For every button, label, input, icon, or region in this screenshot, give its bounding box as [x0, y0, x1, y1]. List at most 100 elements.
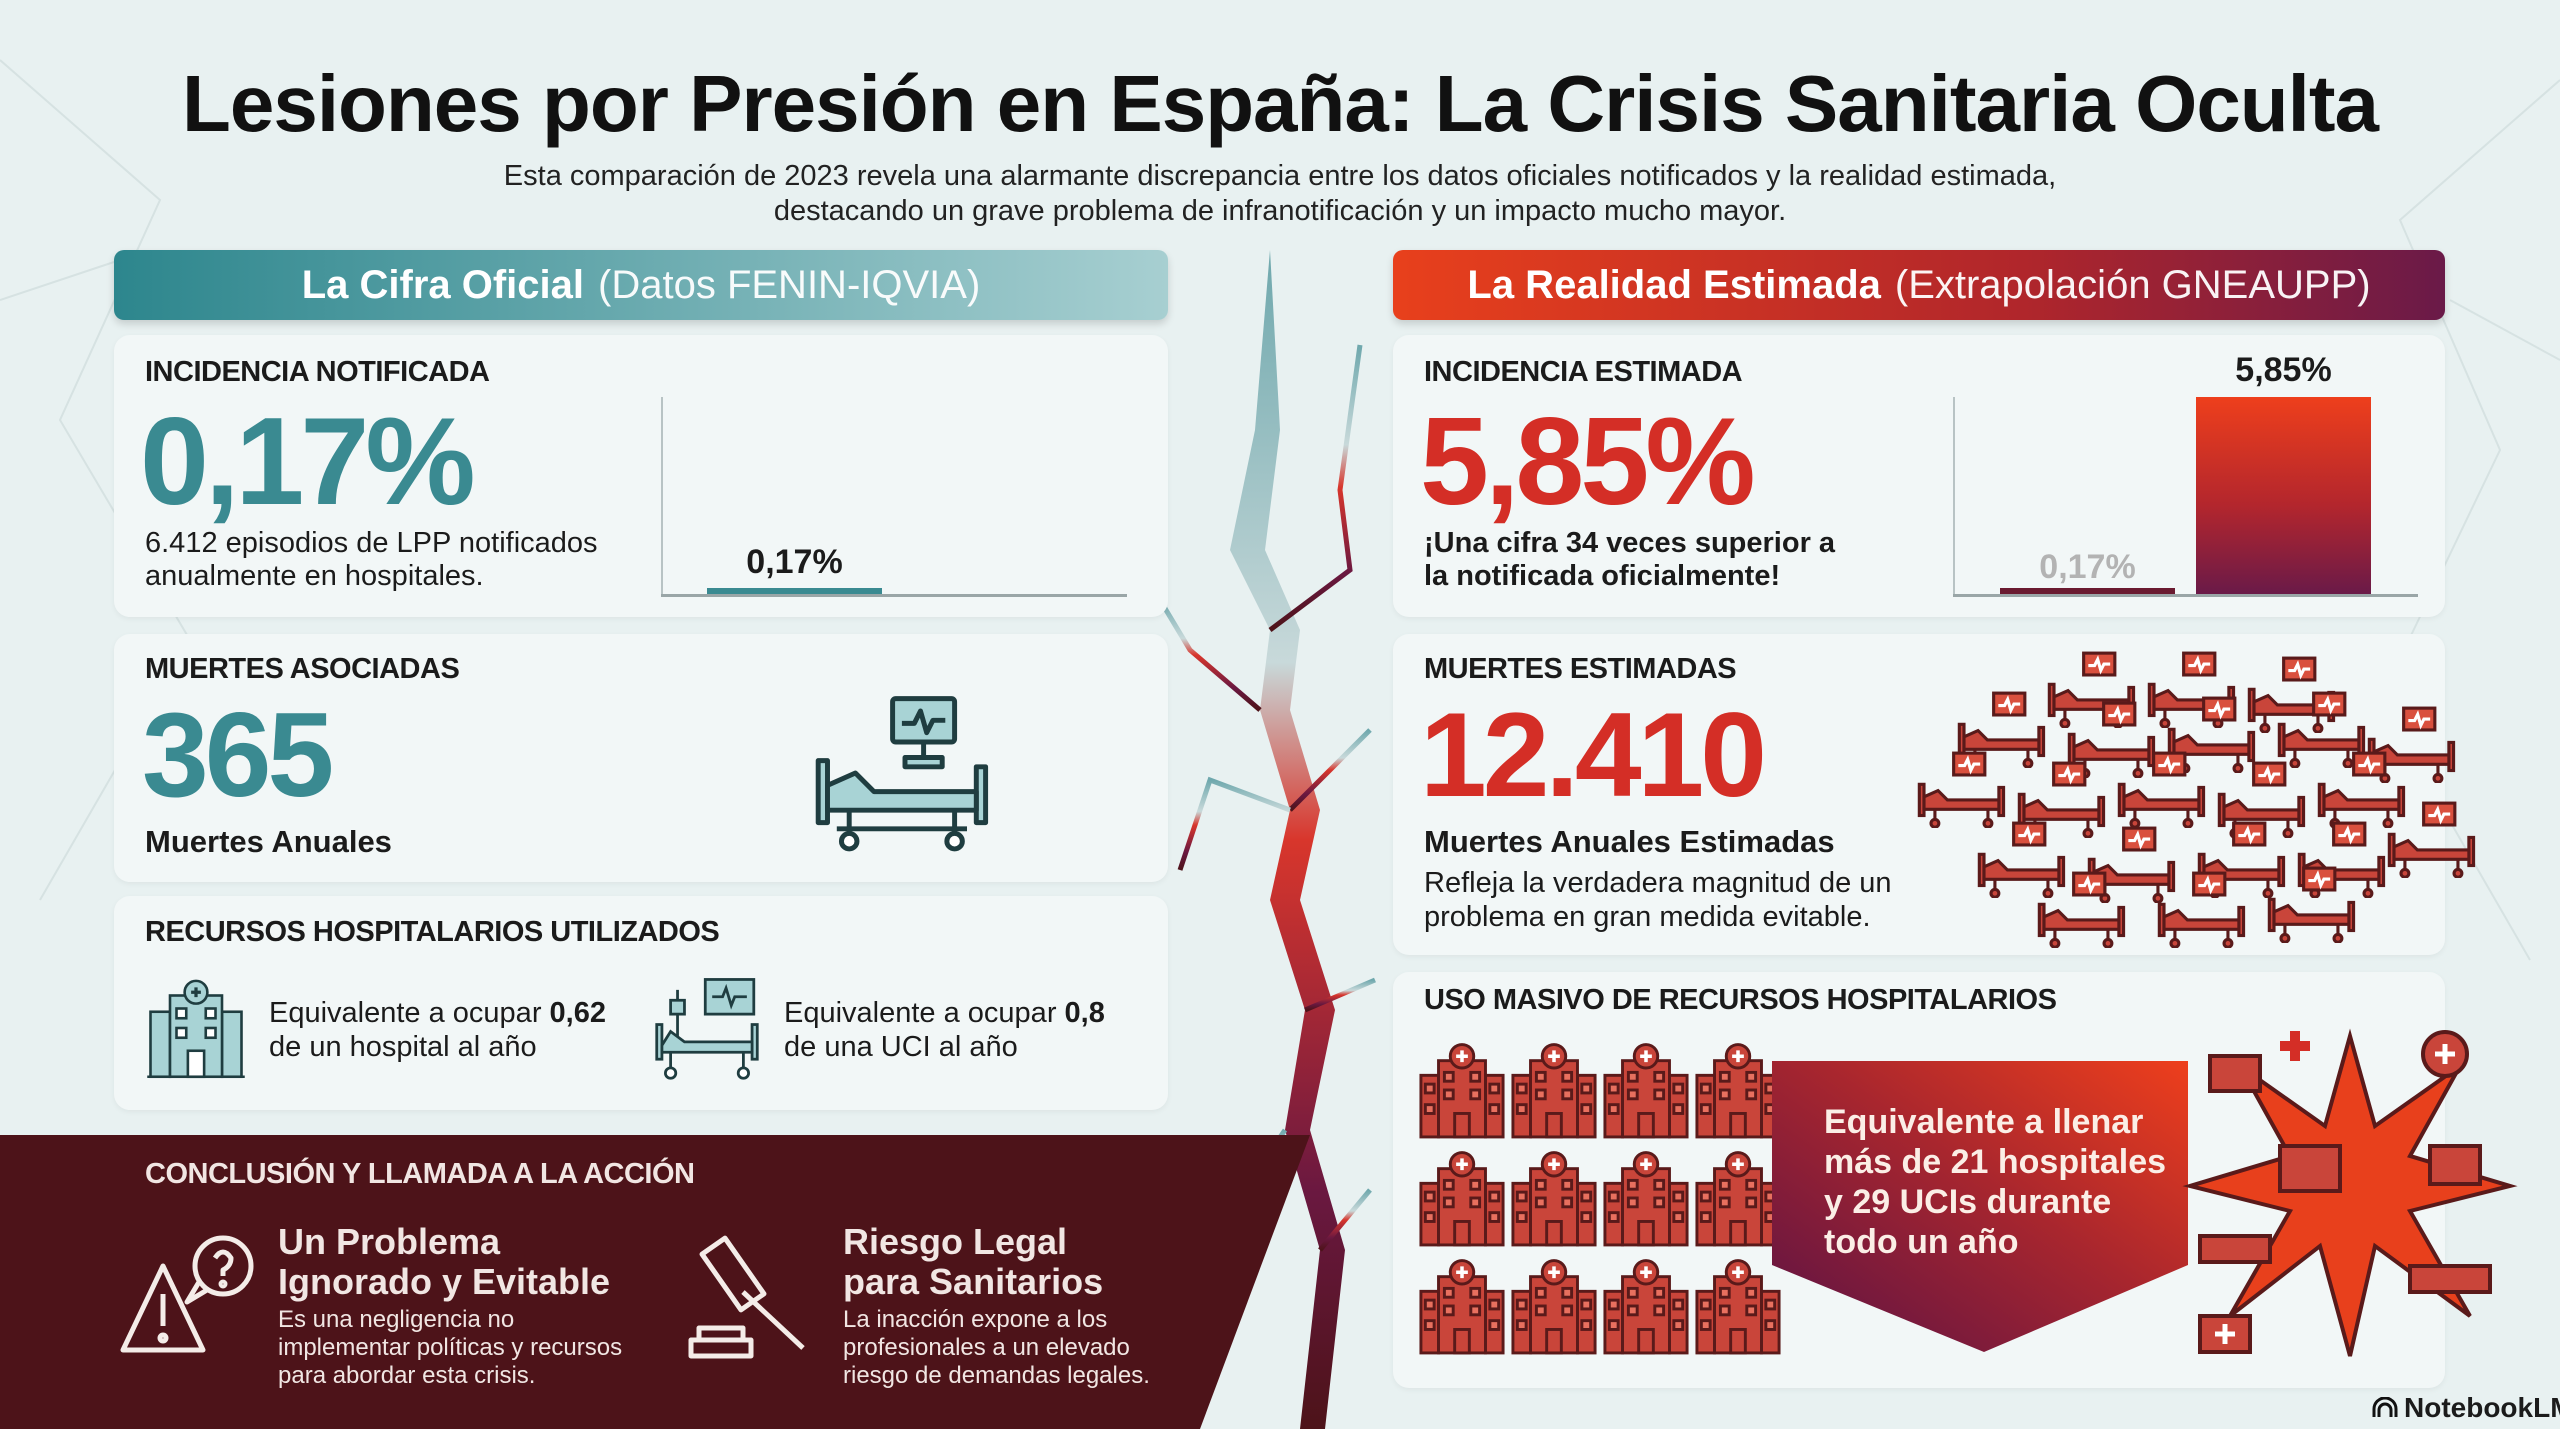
hospital-icon — [1694, 1148, 1782, 1253]
estimated-incidence-desc-2: la notificada oficialmente! — [1424, 560, 1781, 592]
estimated-chart-bar-official — [2000, 588, 2175, 594]
hospital-grid — [1418, 1040, 1788, 1370]
estimated-resources-label: USO MASIVO DE RECURSOS HOSPITALARIOS — [1424, 984, 2057, 1016]
conclusion-item-1-title-line: Un Problema — [278, 1221, 501, 1262]
subtitle-line-1: Esta comparación de 2023 revela una alar… — [503, 160, 2057, 192]
hospital-icon — [1694, 1040, 1782, 1145]
warning-question-icon — [120, 1235, 254, 1353]
estimated-deaths-desc2-1: Refleja la verdadera magnitud de un — [1424, 867, 1892, 899]
conclusion-item-1-desc-line: Es una negligencia no — [278, 1306, 515, 1333]
hospital-bed-icon — [1975, 820, 2071, 903]
official-deaths-value: 365 — [142, 688, 334, 822]
hospital-bed-icon — [1955, 690, 2051, 773]
official-incidence-desc-2: anualmente en hospitales. — [145, 560, 484, 592]
hospital-icon — [1510, 1148, 1598, 1253]
official-deaths-label: MUERTES ASOCIADAS — [145, 653, 460, 685]
official-chart-baseline — [661, 594, 1127, 597]
official-icu-text: Equivalente a ocupar 0,8 — [784, 997, 1105, 1030]
hospital-bed-icon — [1915, 750, 2011, 833]
icu-bed-icon — [655, 978, 759, 1080]
hospital-beds-cluster — [1915, 650, 2476, 953]
official-chart-axis — [661, 397, 663, 595]
official-resources-label: RECURSOS HOSPITALARIOS UTILIZADOS — [145, 916, 720, 948]
estimated-deaths-value: 12.410 — [1420, 688, 1767, 822]
official-incidence-card — [114, 335, 1168, 617]
hospital-bed-icon — [815, 696, 989, 852]
estimated-deaths-desc2-2: problema en gran medida evitable. — [1424, 901, 1871, 933]
official-incidence-label: INCIDENCIA NOTIFICADA — [145, 356, 490, 388]
hospital-icon — [1510, 1040, 1598, 1145]
estimated-chart-axis — [1953, 397, 1955, 595]
conclusion-item-2-desc: La inacción expone a los profesionales a … — [843, 1306, 1150, 1390]
official-icu-text-prefix: Equivalente a ocupar — [784, 997, 1057, 1029]
conclusion-panel — [0, 1135, 1310, 1429]
official-resources-card — [114, 896, 1168, 1110]
estimated-chart-label-official: 0,17% — [2039, 548, 2136, 586]
hospital-icon — [1602, 1256, 1690, 1361]
hospital-building-icon — [147, 979, 245, 1079]
conclusion-item-1-title-line: Ignorado y Evitable — [278, 1261, 611, 1302]
hospital-bed-icon — [2315, 750, 2411, 833]
gavel-icon — [688, 1235, 805, 1359]
official-hospital-text: Equivalente a ocupar 0,62 — [269, 997, 606, 1030]
official-header-source: (Datos FENIN-IQVIA) — [598, 262, 981, 307]
estimated-deaths-label: MUERTES ESTIMADAS — [1424, 653, 1737, 685]
subtitle-line-2: destacando un grave problema de infranot… — [773, 195, 1787, 227]
arrow-text-line: y 29 UCIs durante — [1824, 1183, 2112, 1221]
estimated-incidence-desc-1: ¡Una cifra 34 veces superior a — [1424, 527, 1836, 559]
arrow-text-line: más de 21 hospitales — [1824, 1143, 2167, 1181]
estimated-incidence-label: INCIDENCIA ESTIMADA — [1424, 356, 1743, 388]
hospital-icon — [1418, 1256, 1506, 1361]
hospital-bed-icon — [2155, 870, 2251, 953]
estimated-chart-bar-estimated — [2196, 397, 2371, 594]
estimated-deaths-desc: Muertes Anuales Estimadas — [1424, 824, 1835, 859]
conclusion-item-1-desc: Es una negligencia no implementar polític… — [278, 1306, 622, 1390]
hospital-icon — [1694, 1256, 1782, 1361]
conclusion-item-1-title: Un Problema Ignorado y Evitable — [278, 1222, 610, 1302]
official-icu-text-2: de una UCI al año — [784, 1031, 1018, 1063]
official-incidence-value: 0,17% — [140, 393, 476, 531]
hospital-icon — [1602, 1040, 1690, 1145]
hospital-bed-icon — [2035, 870, 2131, 953]
conclusion-item-2-desc-line: profesionales a un elevado — [843, 1334, 1130, 1361]
official-hospital-text-prefix: Equivalente a ocupar — [269, 997, 542, 1029]
conclusion-item-1-desc-line: implementar políticas y recursos — [278, 1334, 623, 1361]
hospital-icon — [1602, 1148, 1690, 1253]
arrow-text-line: Equivalente a llenar — [1824, 1103, 2144, 1141]
conclusion-item-2-title-line: Riesgo Legal — [843, 1221, 1068, 1262]
hospital-bed-icon — [2065, 700, 2161, 783]
overflowing-resources-explosion-icon — [2182, 1028, 2518, 1357]
page-title: Lesiones por Presión en España: La Crisi… — [181, 59, 2379, 148]
official-header: La Cifra Oficial (Datos FENIN-IQVIA) — [114, 250, 1168, 320]
conclusion-item-1-desc-line: para abordar esta crisis. — [278, 1362, 536, 1389]
official-deaths-card — [114, 634, 1168, 882]
official-hospital-value: 0,62 — [549, 997, 606, 1029]
arrow-text-line: todo un año — [1824, 1223, 2019, 1261]
estimated-incidence-value: 5,85% — [1420, 393, 1756, 531]
hospital-bed-icon — [2045, 650, 2141, 733]
conclusion-item-2-desc-line: La inacción expone a los — [843, 1306, 1108, 1333]
arrow-text: Equivalente a llenar más de 21 hospitale… — [1824, 1102, 2166, 1262]
official-deaths-desc: Muertes Anuales — [145, 824, 392, 859]
hospital-bed-icon — [2385, 800, 2481, 883]
estimated-chart-label-estimated: 5,85% — [2235, 351, 2332, 389]
notebooklm-brand-text: NotebookLM — [2404, 1392, 2560, 1423]
conclusion-item-2-title-line: para Sanitarios — [843, 1261, 1104, 1302]
official-header-title: La Cifra Oficial — [301, 262, 585, 307]
estimated-chart-baseline — [1953, 594, 2418, 597]
notebooklm-logo-icon — [2372, 1397, 2398, 1417]
conclusion-item-2-desc-line: riesgo de demandas legales. — [843, 1362, 1150, 1389]
hospital-bed-icon — [2215, 760, 2311, 843]
conclusion-label: CONCLUSIÓN Y LLAMADA A LA ACCIÓN — [145, 1158, 695, 1190]
hospital-icon — [1418, 1040, 1506, 1145]
notebooklm-brand: NotebookLM — [2372, 1392, 2560, 1424]
official-icu-value: 0,8 — [1064, 997, 1105, 1029]
estimated-header-source: (Extrapolación GNEAUPP) — [1894, 262, 2371, 307]
estimated-header: La Realidad Estimada (Extrapolación GNEAU… — [1393, 250, 2445, 320]
hospital-icon — [1418, 1148, 1506, 1253]
conclusion-item-2-title: Riesgo Legal para Sanitarios — [843, 1222, 1103, 1302]
official-chart-bar — [707, 588, 882, 594]
hospital-icon — [1510, 1256, 1598, 1361]
result-arrow — [1772, 1061, 2188, 1352]
official-incidence-desc-1: 6.412 episodios de LPP notificados — [145, 527, 598, 559]
